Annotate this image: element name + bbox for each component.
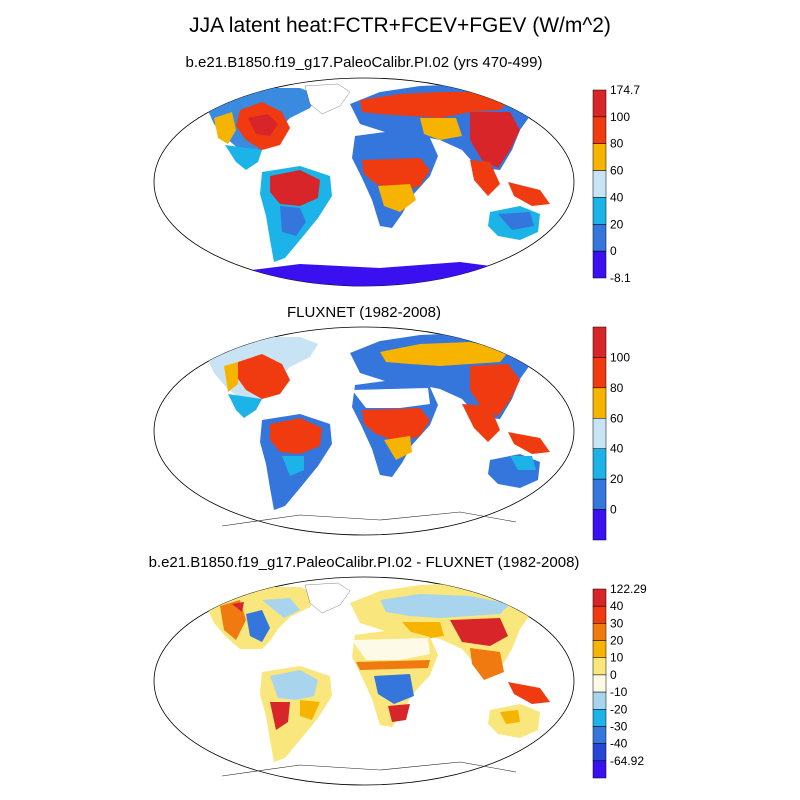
colorbar-1-label: 80	[610, 137, 624, 151]
panel-1-map	[153, 77, 575, 287]
colorbar-3-swatch	[592, 674, 607, 693]
colorbar-2-swatch	[592, 418, 607, 449]
colorbar-2-swatch	[592, 448, 607, 480]
colorbar-3-label: -40	[610, 737, 628, 751]
colorbar-1-label: -8.1	[610, 271, 631, 285]
panel-3-title: b.e21.B1850.f19_g17.PaleoCalibr.PI.02 - …	[148, 554, 580, 571]
colorbar-2-label: 0	[610, 503, 617, 517]
panel-2-map	[153, 326, 575, 536]
colorbar-1-swatch	[592, 89, 607, 118]
colorbar-3-label: -20	[610, 702, 628, 716]
colorbar-3-label: 122.29	[610, 582, 647, 596]
colorbar-3-label: 20	[610, 634, 624, 648]
colorbar-3-swatch	[592, 623, 607, 641]
colorbar-1-label: 100	[610, 110, 630, 124]
colorbar-1-label: 40	[610, 190, 624, 204]
colorbar-1-label: 174.7	[610, 83, 640, 97]
colorbar-3-swatch	[592, 605, 607, 624]
colorbar-2-swatch	[592, 387, 607, 419]
colorbar-2-label: 20	[610, 472, 624, 486]
colorbar-2-swatch	[592, 357, 607, 389]
colorbar-2-label: 60	[610, 411, 624, 425]
colorbar-1-swatch	[592, 224, 607, 252]
figure-title: JJA latent heat:FCTR+FCEV+FGEV (W/m^2)	[189, 14, 611, 37]
panel-1-land-field	[205, 83, 550, 286]
panel-2-title: FLUXNET (1982-2008)	[287, 304, 441, 321]
colorbar-3-swatch	[592, 691, 607, 710]
colorbar-3-swatch	[592, 743, 607, 762]
colorbar-3-swatch	[592, 760, 607, 779]
colorbar-3-label: 40	[610, 599, 624, 613]
colorbar-1-swatch	[592, 143, 607, 171]
colorbar-2-label: 80	[610, 381, 624, 395]
colorbar-1-swatch	[592, 250, 607, 279]
panel-1-title: b.e21.B1850.f19_g17.PaleoCalibr.PI.02 (y…	[185, 54, 543, 71]
colorbar-1-swatch	[592, 197, 607, 225]
colorbar-1-swatch	[592, 170, 607, 198]
colorbar-1-swatch	[592, 116, 607, 144]
panel-3-map	[153, 576, 575, 786]
colorbar-3-label: -10	[610, 685, 628, 699]
colorbar-3-label: 10	[610, 651, 624, 665]
colorbar-3-swatch	[592, 588, 607, 607]
colorbar-1-label: 20	[610, 217, 624, 231]
colorbar-3-swatch	[592, 657, 607, 676]
colorbar-3-swatch	[592, 709, 607, 727]
antarctica-coastline	[221, 511, 517, 527]
colorbar-2-swatch	[592, 478, 607, 510]
colorbar-3-swatch	[592, 726, 607, 744]
antarctica-coastline	[221, 761, 517, 777]
colorbar-2-swatch	[592, 326, 607, 358]
colorbar-3-label: 0	[610, 668, 617, 682]
colorbar-2-label: 100	[610, 350, 630, 364]
colorbar-3-label: -30	[610, 719, 628, 733]
colorbar-2-swatch	[592, 509, 607, 541]
colorbar-3-swatch	[592, 640, 607, 658]
panel-3-land-field	[205, 582, 550, 762]
colorbar-3-label: 30	[610, 616, 624, 630]
colorbar-1-label: 60	[610, 164, 624, 178]
colorbar-1-label: 0	[610, 244, 617, 258]
colorbar-2-label: 40	[610, 442, 624, 456]
colorbar-3-label: -64.92	[610, 754, 644, 768]
